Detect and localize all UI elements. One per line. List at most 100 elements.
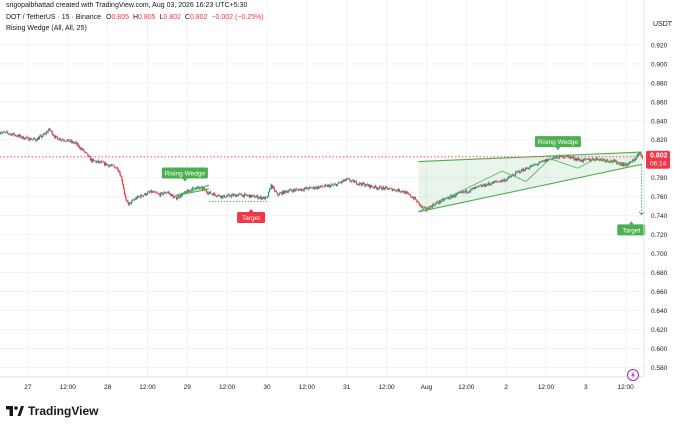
candle-body [578,158,580,161]
candle-body [618,162,620,164]
candle-body [621,164,623,166]
candle-body [62,139,64,141]
candle-body [0,132,1,134]
candle-body [119,172,121,177]
candle-body [588,158,590,161]
wedge-lower-line[interactable] [418,163,642,213]
candle-body [43,134,45,135]
candle-body [374,185,377,188]
candle-body [184,191,186,193]
candle-body [239,193,241,195]
symbol-name[interactable]: DOT / TetherUS · 15 · Binance [6,14,102,21]
candle-body [379,186,382,187]
wedge-lower-line[interactable] [175,188,209,197]
candle-body [486,184,488,186]
candle-body [475,187,477,188]
candle-body [523,169,525,171]
tradingview-logo-icon [6,406,24,416]
time-axis[interactable]: 27 12:00 28 12:00 29 12:00 30 12:00 31 12:00 Aug 12… [24,384,634,391]
candle-body [6,131,9,134]
time-tick-label: 12:00 [458,384,475,391]
candle-body [157,193,159,194]
candle-body [165,193,167,194]
indicator-legend[interactable]: Rising Wedge (All, All, 25) [6,25,87,32]
candle-body [42,134,44,137]
candle-body [369,184,371,188]
wedge-label-text: Rising Wedge [165,170,206,177]
candle-body [396,189,398,191]
candle-body [228,194,230,196]
candle-body [146,194,148,196]
candle-body [595,158,597,161]
candle-body [242,194,244,197]
candle-body [633,160,635,161]
candle-body [341,181,343,182]
candle-body [214,194,217,196]
target-label-bg[interactable] [617,224,646,236]
candle-body [572,156,574,158]
candle-body [148,191,150,193]
candle-body [403,191,406,193]
price-axis[interactable]: 0.9200.9000.8800.8600.8400.8200.8000.780… [651,42,668,372]
candle-body [589,159,591,161]
candle-body [93,159,95,161]
candle-body [311,187,313,189]
wedge-zigzag [418,152,642,213]
candle-body [273,187,275,191]
candle-body [305,187,307,189]
candle-body [172,195,174,198]
patterns[interactable]: Rising Wedge Target Rising Wedge Target [161,136,646,236]
candle-body [529,166,532,168]
candle-body [217,195,219,197]
candle-body [209,191,211,193]
price-tick-label: 0.880 [651,80,668,87]
candle-body [234,194,236,195]
candle-body [545,159,547,162]
wedge-label-bg[interactable] [534,136,581,148]
candle-body [63,139,65,141]
candle-body [466,190,468,193]
candle-body [96,161,98,163]
candle-body [373,187,375,188]
candle-body [639,152,641,154]
candle-body [543,160,545,162]
last-price-value: 0.802 [650,152,668,159]
candle-body [90,159,92,161]
candle-body [370,185,372,187]
candle-body [162,193,164,195]
candle-body [123,188,125,194]
time-tick-label: 12:00 [139,384,156,391]
candle-body [606,159,608,161]
candle-body [263,196,265,200]
wedge-upper-line[interactable] [418,151,642,163]
candle-body [357,183,359,185]
candle-body [451,195,453,198]
candle-body [177,196,179,199]
candle-body [335,184,337,185]
candle-body [195,186,198,189]
candle-body [324,184,326,187]
target-label-bg[interactable] [237,212,266,224]
candle-body [219,196,222,198]
candle-body [259,196,261,198]
candle-body [44,133,46,135]
candle-body [122,180,124,185]
candle-body [385,186,387,188]
candle-body [399,191,401,193]
candle-body [291,190,293,191]
price-tick-label: 0.620 [651,327,668,334]
candle-body [313,186,315,189]
candle-body [362,182,364,185]
candle-body [83,149,85,152]
candle-body [262,197,264,199]
candle-body [380,186,382,190]
candle-body [536,164,538,165]
candle-body [195,188,197,190]
wedge-label-bg[interactable] [161,167,208,179]
time-tick-label: 30 [263,384,271,391]
wedge-label-text: Rising Wedge [538,139,579,146]
candle-body [340,181,343,183]
candle-body [12,133,14,135]
lightning-icon[interactable] [627,369,639,381]
